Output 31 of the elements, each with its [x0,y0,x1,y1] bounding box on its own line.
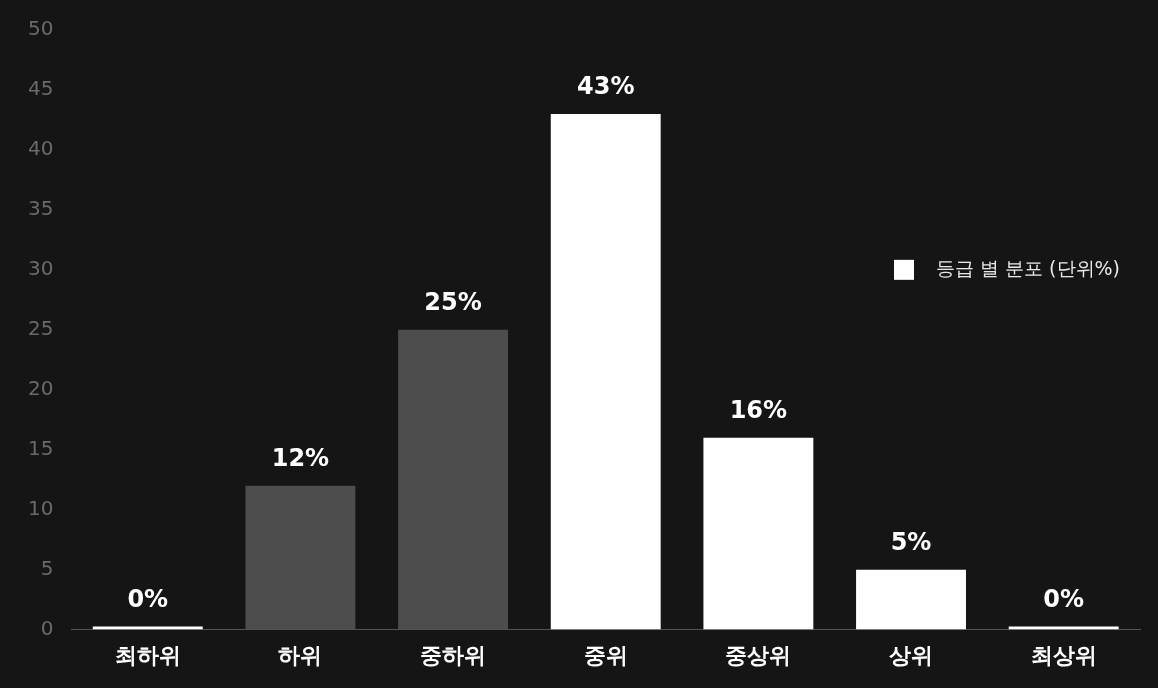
bar [398,329,509,630]
y-tick-label: 10 [28,495,54,520]
x-tick-label: 최하위 [114,642,181,668]
data-label: 12% [271,443,330,472]
data-label: 25% [424,288,482,317]
bar [245,485,356,630]
y-tick-label: 40 [28,136,54,161]
x-tick-label: 하위 [278,642,323,668]
y-tick-label: 30 [28,256,54,281]
x-tick-label: 중위 [583,642,628,668]
y-tick-label: 15 [28,435,54,460]
bar [856,569,966,630]
y-tick-label: 45 [28,76,54,101]
x-tick-label: 중하위 [420,642,487,668]
data-label: 16% [729,395,788,424]
bar [550,113,661,630]
x-tick-label: 상위 [889,642,934,668]
y-tick-label: 35 [28,196,54,221]
data-label: 0% [1043,584,1085,613]
x-tick-label: 최상위 [1030,642,1097,668]
y-tick-label: 50 [28,16,54,41]
y-tick-label: 5 [40,555,54,580]
x-tick-label: 중상위 [725,642,792,668]
data-label: 0% [127,584,169,613]
data-label: 5% [890,527,932,556]
y-tick-label: 0 [40,615,54,640]
legend-label: 등급 별 분포 (단위%) [936,256,1120,279]
y-tick-label: 20 [28,375,54,400]
y-tick-label: 25 [28,316,54,340]
data-label: 43% [577,72,635,101]
bar [703,437,814,630]
